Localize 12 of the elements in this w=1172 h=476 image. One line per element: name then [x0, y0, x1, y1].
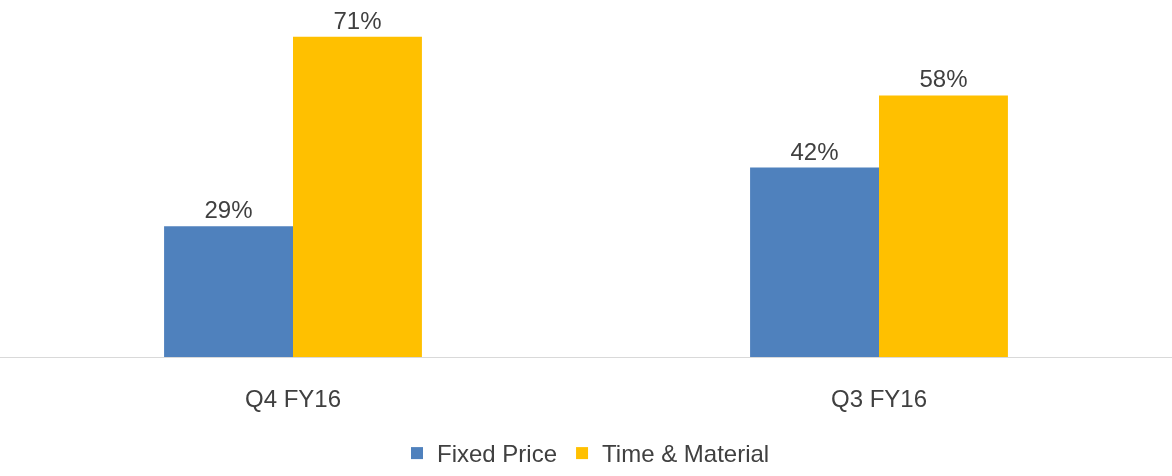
data-label: 71% [333, 6, 382, 34]
bar [750, 167, 879, 357]
bar [879, 95, 1008, 357]
bar [164, 226, 293, 357]
bar [293, 36, 422, 357]
legend-label: Time & Material [602, 440, 770, 468]
x-tick-label: Q4 FY16 [244, 384, 342, 412]
data-label: 58% [919, 65, 968, 93]
x-tick-label: Q3 FY16 [830, 384, 928, 412]
data-label: 29% [204, 196, 253, 224]
legend-label: Fixed Price [437, 440, 558, 468]
data-label: 42% [790, 137, 839, 165]
